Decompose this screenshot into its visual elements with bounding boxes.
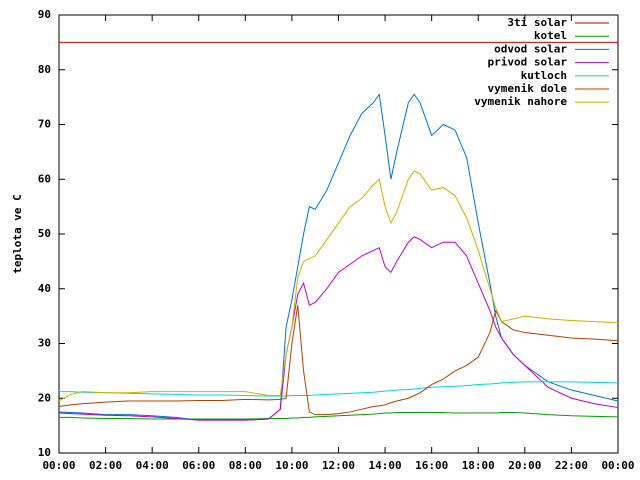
y-tick-label: 90 — [38, 8, 51, 21]
y-tick-label: 20 — [38, 391, 51, 404]
series-line — [58, 305, 619, 416]
series-line — [58, 170, 619, 402]
y-tick-label: 80 — [38, 63, 51, 76]
x-tick-label: 20:00 — [508, 459, 541, 472]
x-tick-label: 10:00 — [275, 459, 308, 472]
x-tick-label: 14:00 — [369, 459, 402, 472]
legend-label: kotel — [534, 29, 567, 42]
x-tick-label: 06:00 — [182, 459, 215, 472]
x-tick-label: 18:00 — [462, 459, 495, 472]
legend-label: vymenik nahore — [474, 95, 567, 108]
x-tick-label: 04:00 — [136, 459, 169, 472]
series-line — [59, 411, 619, 420]
legend-label: vymenik dole — [488, 82, 568, 95]
x-tick-label: 22:00 — [555, 459, 588, 472]
x-tick-label: 16:00 — [415, 459, 448, 472]
y-tick-label: 70 — [38, 118, 51, 131]
y-tick-label: 60 — [38, 172, 51, 185]
x-tick-label: 00:00 — [601, 459, 634, 472]
y-tick-label: 10 — [38, 446, 51, 459]
y-axis-label: teplota ve C — [11, 194, 24, 273]
series-line — [58, 236, 619, 421]
y-tick-label: 40 — [38, 282, 51, 295]
legend-label: odvod solar — [494, 42, 567, 55]
x-tick-label: 08:00 — [229, 459, 262, 472]
x-tick-label: 02:00 — [89, 459, 122, 472]
x-tick-label: 12:00 — [322, 459, 355, 472]
x-tick-label: 00:00 — [42, 459, 75, 472]
y-tick-label: 50 — [38, 227, 51, 240]
legend-label: kutloch — [521, 69, 567, 82]
legend-label: 3ti solar — [507, 16, 567, 29]
series-line — [59, 381, 619, 397]
legend-label: privod solar — [488, 56, 568, 69]
y-tick-label: 30 — [38, 337, 51, 350]
